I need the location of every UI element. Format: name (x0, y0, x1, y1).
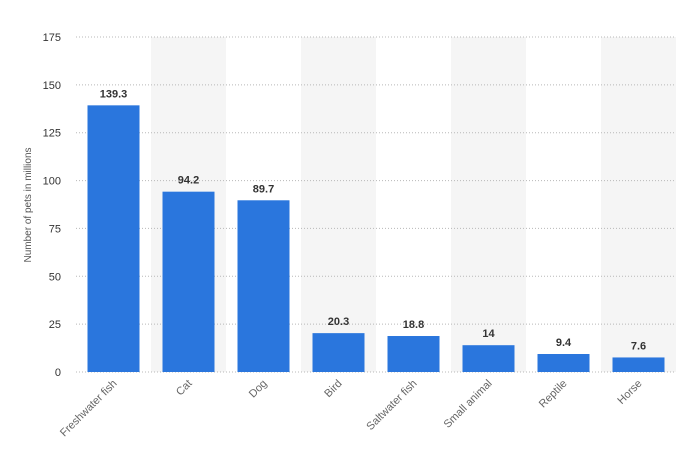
background-band (301, 37, 376, 372)
x-tick-label: Freshwater fish (58, 378, 120, 440)
x-tick-label: Saltwater fish (364, 378, 419, 433)
background-band (451, 37, 526, 372)
x-tick-label: Small animal (442, 378, 495, 431)
bars (87, 105, 665, 372)
y-tick-label: 150 (43, 80, 61, 92)
data-label: 7.6 (631, 340, 646, 352)
data-label: 18.8 (403, 319, 424, 331)
bar (612, 357, 665, 372)
y-tick-label: 25 (49, 319, 61, 331)
x-tick-label: Reptile (537, 378, 570, 411)
alternating-bands (151, 37, 676, 372)
bar (462, 345, 515, 372)
x-tick-label: Cat (174, 378, 195, 399)
y-axis-ticks: 0 25 50 75 100 125 150 175 (43, 32, 61, 379)
x-tick-label: Bird (322, 378, 344, 400)
data-label: 20.3 (328, 316, 349, 328)
bar (387, 336, 440, 372)
data-label: 89.7 (253, 183, 274, 195)
data-label: 139.3 (100, 88, 128, 100)
data-label: 14 (482, 328, 495, 340)
data-label: 9.4 (556, 337, 572, 349)
x-tick-label: Dog (247, 378, 270, 401)
x-tick-label: Horse (615, 378, 644, 407)
y-tick-label: 125 (43, 128, 61, 140)
data-label: 94.2 (178, 175, 199, 187)
bar (537, 354, 590, 372)
bar (237, 200, 290, 372)
y-tick-label: 100 (43, 176, 61, 188)
data-labels: 139.3 94.2 89.7 20.3 18.8 14 9.4 7.6 (100, 88, 646, 352)
y-tick-label: 175 (43, 32, 61, 44)
y-tick-label: 50 (49, 271, 61, 283)
background-band (601, 37, 676, 372)
y-tick-label: 75 (49, 223, 61, 235)
bar (87, 105, 140, 372)
y-tick-label: 0 (55, 367, 61, 379)
bar (162, 191, 215, 372)
bar (312, 333, 365, 372)
y-axis-label: Number of pets in millions (23, 147, 34, 262)
x-axis-ticks: Freshwater fish Cat Dog Bird Saltwater fish S… (58, 378, 645, 440)
